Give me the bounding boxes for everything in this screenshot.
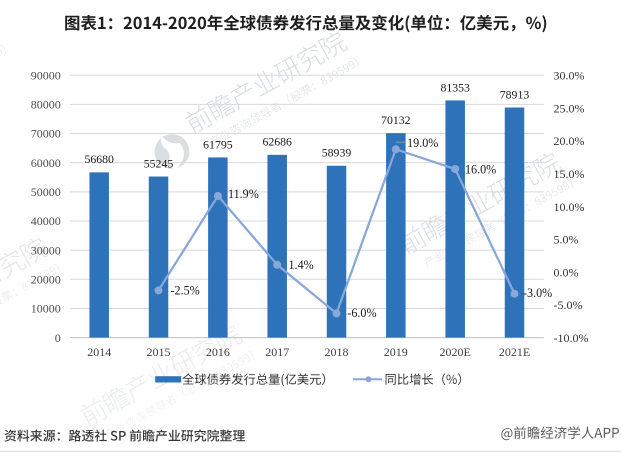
svg-text:0.0%: 0.0%	[554, 265, 579, 279]
svg-text:80000: 80000	[31, 98, 61, 112]
svg-text:61795: 61795	[203, 137, 233, 151]
svg-text:2017: 2017	[265, 345, 289, 359]
svg-text:-5.0%: -5.0%	[554, 298, 583, 312]
svg-text:19.0%: 19.0%	[407, 136, 438, 150]
svg-text:20.0%: 20.0%	[554, 134, 585, 148]
svg-text:50000: 50000	[31, 185, 61, 199]
svg-text:58939: 58939	[322, 146, 352, 160]
svg-text:2015: 2015	[147, 345, 171, 359]
svg-text:2021E: 2021E	[499, 345, 530, 359]
svg-text:10.0%: 10.0%	[554, 200, 585, 214]
svg-text:90000: 90000	[31, 68, 61, 82]
svg-text:10000: 10000	[31, 302, 61, 316]
svg-text:81353: 81353	[440, 80, 470, 94]
svg-text:30000: 30000	[31, 243, 61, 257]
svg-text:55245: 55245	[144, 156, 174, 170]
svg-text:56680: 56680	[84, 152, 114, 166]
svg-text:2016: 2016	[206, 345, 230, 359]
svg-text:30.0%: 30.0%	[554, 69, 585, 83]
svg-text:11.9%: 11.9%	[228, 187, 259, 201]
svg-text:25.0%: 25.0%	[554, 101, 585, 115]
svg-text:2019: 2019	[384, 345, 408, 359]
svg-text:62686: 62686	[262, 135, 292, 149]
svg-text:-3.0%: -3.0%	[523, 286, 552, 300]
svg-text:2018: 2018	[325, 345, 349, 359]
svg-text:60000: 60000	[31, 156, 61, 170]
svg-text:-10.0%: -10.0%	[554, 331, 589, 345]
svg-text:40000: 40000	[31, 214, 61, 228]
svg-text:-6.0%: -6.0%	[347, 306, 376, 320]
svg-text:0: 0	[55, 331, 61, 345]
svg-text:70132: 70132	[381, 113, 411, 127]
svg-text:2020E: 2020E	[440, 345, 471, 359]
svg-text:1.4%: 1.4%	[289, 258, 314, 272]
svg-text:5.0%: 5.0%	[554, 233, 579, 247]
svg-text:70000: 70000	[31, 127, 61, 141]
svg-text:2014: 2014	[87, 345, 111, 359]
svg-text:16.0%: 16.0%	[465, 163, 496, 177]
svg-text:15.0%: 15.0%	[554, 167, 585, 181]
svg-text:20000: 20000	[31, 273, 61, 287]
svg-text:78913: 78913	[500, 87, 530, 101]
svg-text:-2.5%: -2.5%	[171, 283, 200, 297]
